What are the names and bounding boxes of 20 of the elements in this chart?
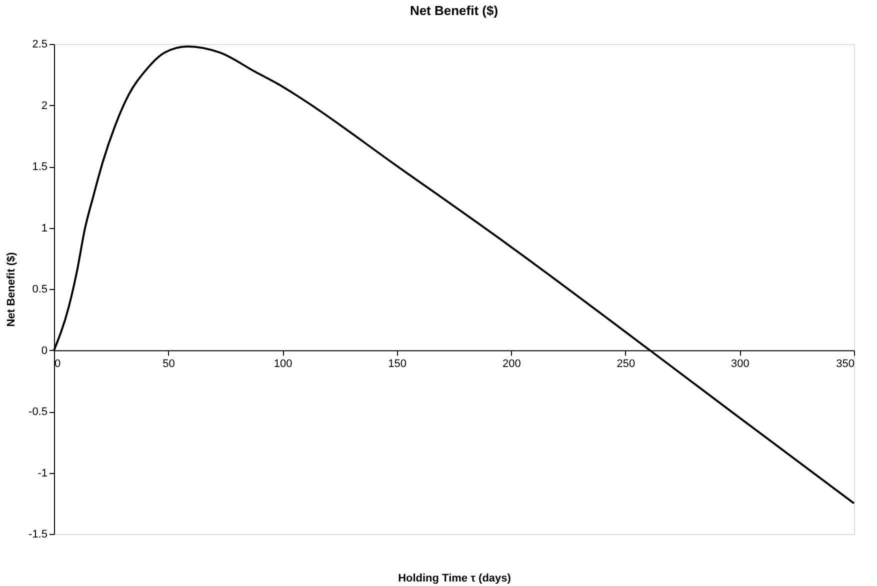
y-tick-label: -0.5 <box>28 406 48 418</box>
x-axis-title: Holding Time τ (days) <box>398 572 512 584</box>
y-tick-label: 1 <box>41 222 48 234</box>
y-tick-label: -1.5 <box>28 528 48 540</box>
x-tick-label: 350 <box>836 358 854 370</box>
y-tick-label: 0 <box>41 344 48 357</box>
y-tick-label: 0.5 <box>32 284 48 296</box>
x-tick-label: 50 <box>162 358 175 370</box>
x-tick-label: 100 <box>274 358 292 370</box>
x-tick-label: 300 <box>731 358 750 370</box>
y-tick-label: 1.5 <box>32 161 48 173</box>
y-tick-label: 2 <box>41 100 48 112</box>
x-tick-label: 0 <box>54 358 61 370</box>
y-tick-label: -1 <box>38 467 48 480</box>
chart-title: Net Benefit ($) <box>410 3 498 18</box>
x-tick-label: 200 <box>502 358 521 370</box>
x-tick-label: 150 <box>388 358 407 370</box>
y-axis-title: Net Benefit ($) <box>6 252 18 327</box>
y-tick-label: 2.5 <box>32 38 48 50</box>
x-tick-label: 250 <box>616 358 636 370</box>
